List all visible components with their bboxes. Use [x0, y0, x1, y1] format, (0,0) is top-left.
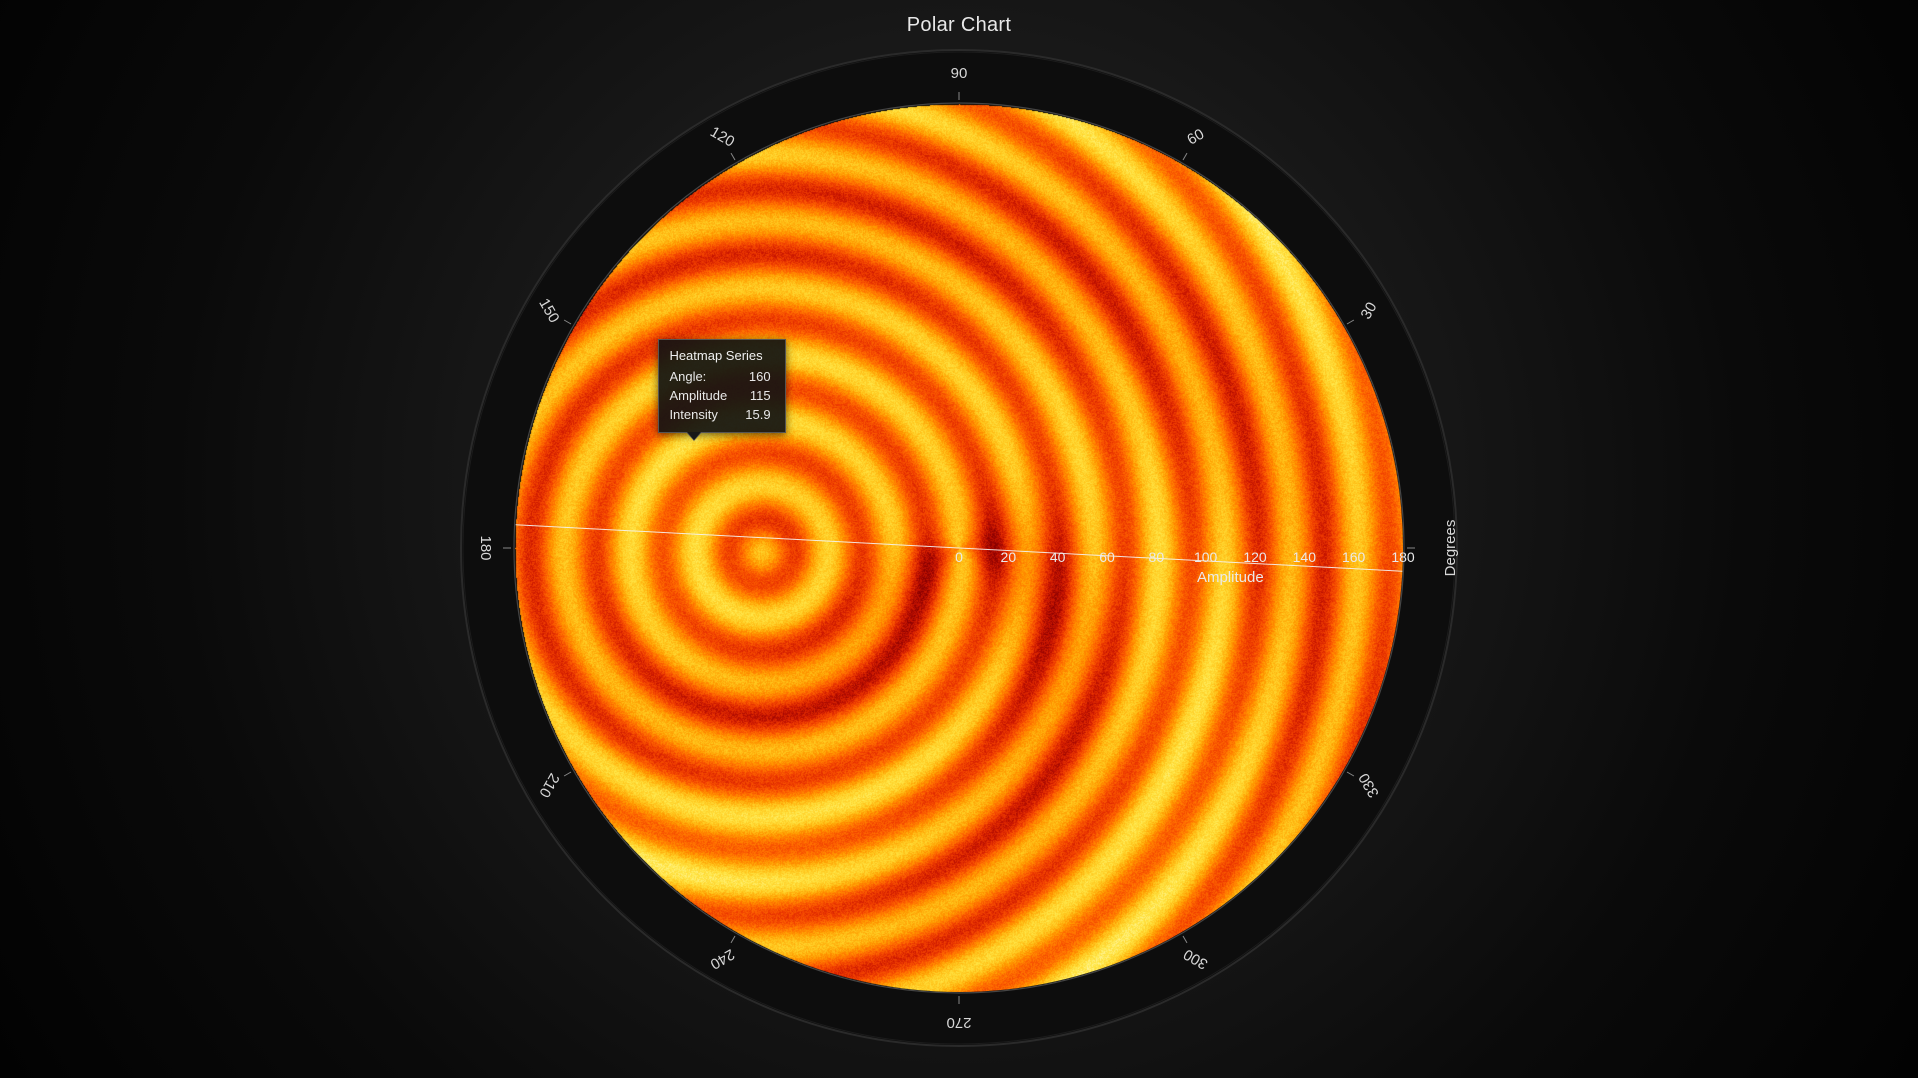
tooltip-title: Heatmap Series	[669, 347, 774, 366]
angular-tick-label: 180	[477, 535, 494, 560]
tooltip-table: Angle:160 Amplitude115 Intensity15.9	[669, 368, 774, 425]
radial-tick-label: 160	[1342, 549, 1366, 565]
radial-tick-label: 40	[1050, 549, 1066, 565]
tooltip-row-label: Intensity	[669, 406, 731, 425]
angular-tick-label: 270	[946, 1014, 971, 1031]
tooltip-row-value: 15.9	[731, 406, 774, 425]
radial-tick-label: 60	[1099, 549, 1115, 565]
radial-tick-label: 100	[1194, 549, 1218, 565]
radial-axis-label: Amplitude	[1197, 569, 1264, 586]
angular-tick-label: 90	[951, 65, 968, 82]
tooltip-row-value: 115	[731, 387, 774, 406]
radial-tick-label: 20	[1001, 549, 1017, 565]
radial-tick-label: 80	[1149, 549, 1165, 565]
tooltip-row-label: Angle:	[669, 368, 731, 387]
radial-tick-label: 140	[1293, 549, 1317, 565]
radial-tick-label: 0	[955, 549, 963, 565]
polar-chart[interactable]: 306090120150180210240270300330Degrees020…	[0, 44, 1918, 1078]
radial-tick-label: 120	[1243, 549, 1267, 565]
radial-tick-label: 180	[1391, 549, 1415, 565]
tooltip: Heatmap Series Angle:160 Amplitude115 In…	[658, 339, 785, 433]
angular-axis-label: Degrees	[1442, 520, 1459, 577]
tooltip-row-value: 160	[731, 368, 774, 387]
tooltip-row-label: Amplitude	[669, 387, 731, 406]
chart-title: Polar Chart	[907, 14, 1011, 37]
polar-chart-svg[interactable]: 306090120150180210240270300330Degrees020…	[455, 44, 1463, 1052]
